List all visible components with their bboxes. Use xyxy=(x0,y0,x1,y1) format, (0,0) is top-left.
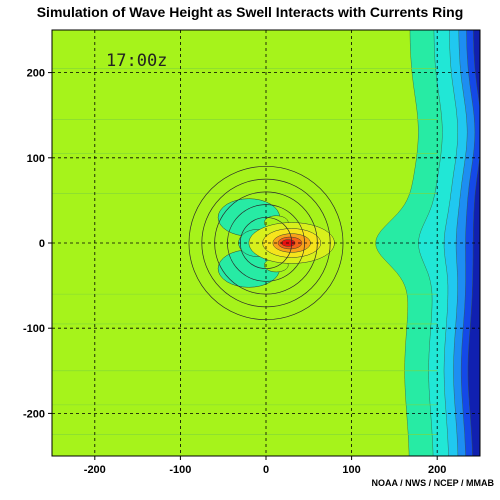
y-tick-label: -200 xyxy=(23,408,45,420)
chart-title: Simulation of Wave Height as Swell Inter… xyxy=(36,4,464,20)
grid xyxy=(52,30,480,456)
time-stamp: 17:00z xyxy=(106,51,167,71)
x-tick-label: 100 xyxy=(342,464,360,476)
x-tick-label: 0 xyxy=(263,464,269,476)
axes: -200 -100 0 100 200 -200 -100 0 100 200 xyxy=(23,68,446,476)
ring-circle xyxy=(201,178,331,308)
y-tick-label: -100 xyxy=(23,323,45,335)
x-tick-label: -100 xyxy=(169,464,191,476)
current-ring xyxy=(188,165,344,321)
x-tick-label: -200 xyxy=(84,464,106,476)
ring-circle xyxy=(214,191,318,295)
ring-circle xyxy=(188,165,344,321)
ring-circle xyxy=(227,204,305,282)
y-tick-label: 200 xyxy=(27,68,45,80)
y-tick-label: 0 xyxy=(39,238,45,250)
y-tick-label: 100 xyxy=(27,153,45,165)
credit-line: NOAA / NWS / NCEP / MMAB xyxy=(371,478,494,488)
contour-lines xyxy=(52,68,438,436)
x-tick-label: 200 xyxy=(428,464,446,476)
ring-circle xyxy=(239,217,293,269)
